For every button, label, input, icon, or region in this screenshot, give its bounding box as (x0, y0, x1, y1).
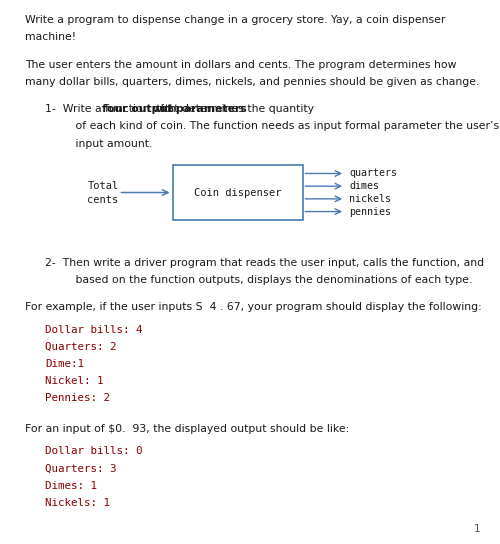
Text: Dollar bills: 0: Dollar bills: 0 (45, 446, 142, 456)
Text: Quarters: 2: Quarters: 2 (45, 342, 117, 352)
Text: pennies: pennies (349, 207, 391, 217)
Text: Dime:1: Dime:1 (45, 359, 84, 369)
Bar (172, 165, 302, 220)
Text: For example, if the user inputs S  4 . 67, your program should display the follo: For example, if the user inputs S 4 . 67… (25, 302, 482, 312)
Text: For an input of $0.  93, the displayed output should be like:: For an input of $0. 93, the displayed ou… (25, 424, 349, 434)
Text: quarters: quarters (349, 169, 397, 178)
Text: 2-  Then write a driver program that reads the user input, calls the function, a: 2- Then write a driver program that read… (45, 258, 484, 268)
Text: based on the function outputs, displays the denominations of each type.: based on the function outputs, displays … (58, 275, 472, 285)
Text: four output parameters: four output parameters (102, 104, 246, 114)
Text: Dollar bills: 4: Dollar bills: 4 (45, 325, 142, 335)
Text: Write a program to dispense change in a grocery store. Yay, a coin dispenser: Write a program to dispense change in a … (25, 15, 446, 25)
Text: Pennies: 2: Pennies: 2 (45, 393, 110, 403)
Text: Total: Total (88, 181, 119, 191)
Text: Nickels: 1: Nickels: 1 (45, 498, 110, 508)
Text: input amount.: input amount. (58, 139, 152, 149)
Text: Coin dispenser: Coin dispenser (194, 188, 281, 197)
Text: of each kind of coin. The function needs as input formal parameter the user’s: of each kind of coin. The function needs… (58, 121, 498, 132)
Text: 1-  Write a function with: 1- Write a function with (45, 104, 180, 114)
Text: machine!: machine! (25, 33, 76, 42)
Text: dimes: dimes (349, 181, 379, 191)
Text: that determines the quantity: that determines the quantity (153, 104, 314, 114)
Text: The user enters the amount in dollars and cents. The program determines how: The user enters the amount in dollars an… (25, 60, 456, 70)
Text: Dimes: 1: Dimes: 1 (45, 480, 97, 491)
Text: nickels: nickels (349, 194, 391, 204)
Text: cents: cents (88, 195, 119, 205)
Text: many dollar bills, quarters, dimes, nickels, and pennies should be given as chan: many dollar bills, quarters, dimes, nick… (25, 77, 479, 87)
Text: Nickel: 1: Nickel: 1 (45, 376, 104, 386)
Text: Quarters: 3: Quarters: 3 (45, 463, 117, 473)
Text: 1: 1 (474, 524, 480, 534)
